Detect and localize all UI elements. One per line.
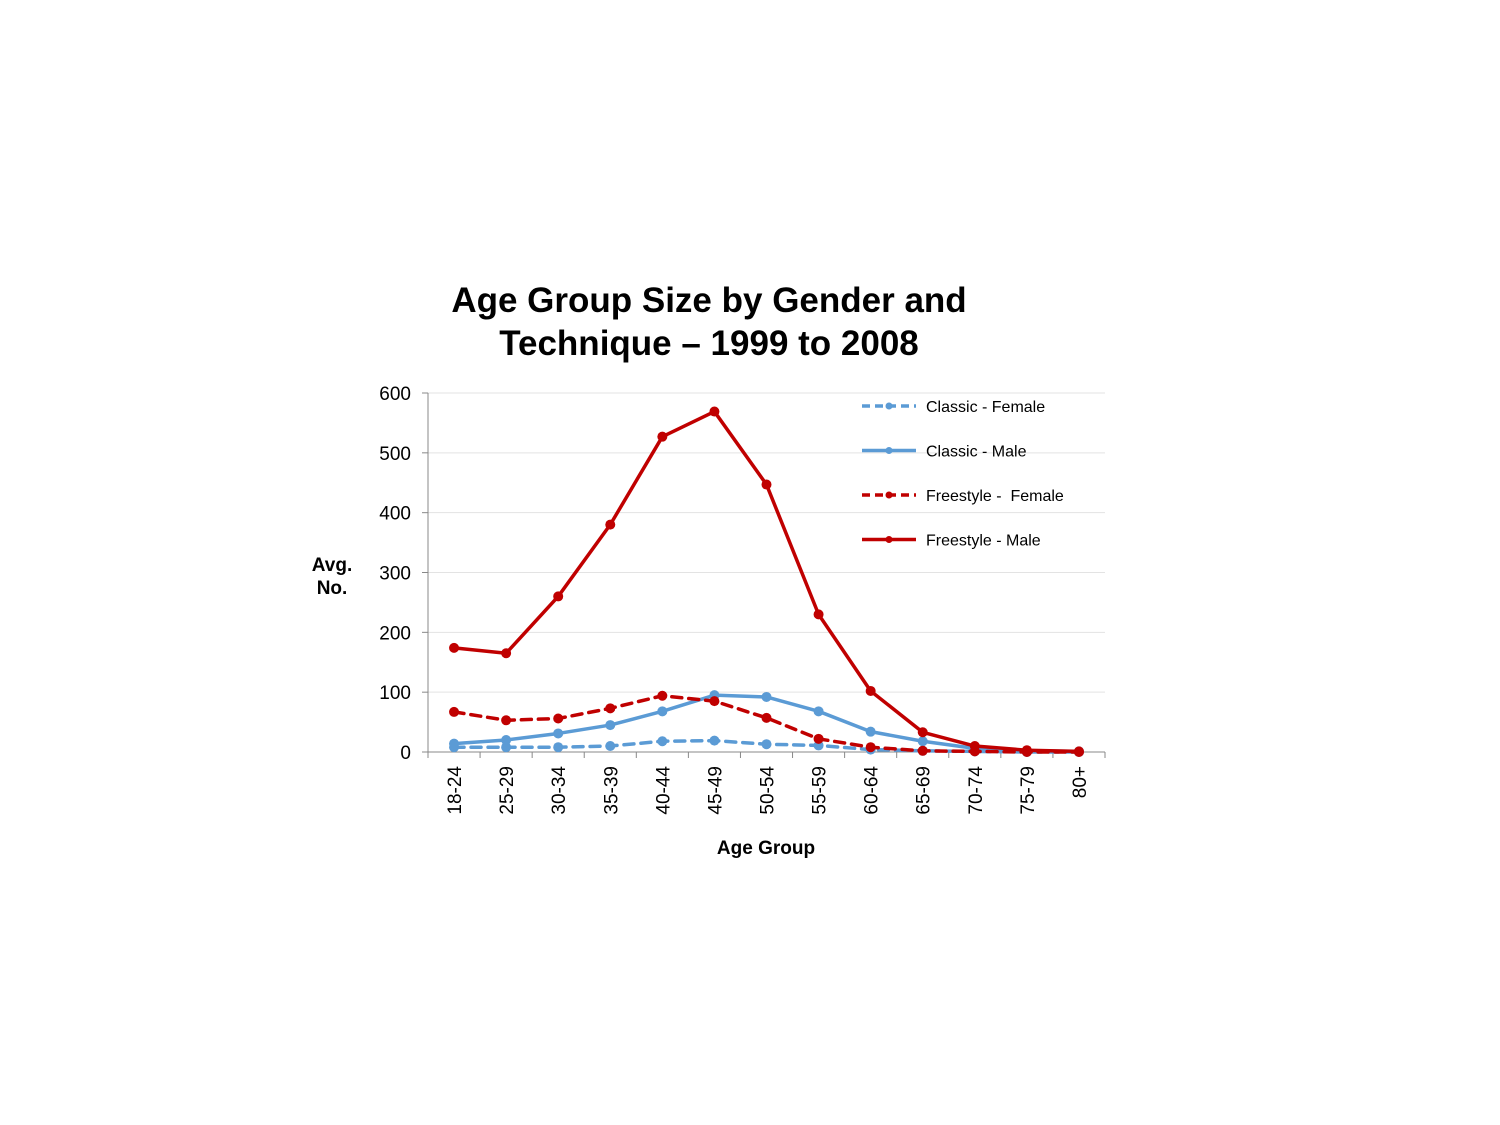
legend-marker	[885, 447, 893, 454]
y-tick-label: 400	[379, 504, 411, 525]
data-point	[865, 726, 876, 737]
legend-item: Freestyle - Male	[862, 533, 1041, 550]
data-point	[657, 431, 668, 442]
x-tick-label: 75-79	[1018, 766, 1039, 815]
data-point	[501, 742, 512, 753]
data-point	[761, 691, 772, 702]
data-point	[501, 715, 512, 726]
data-point	[1073, 746, 1084, 757]
gridlines	[428, 392, 1105, 693]
x-tick-label: 60-64	[862, 766, 883, 815]
legend-label: Freestyle - Female	[926, 488, 1064, 505]
data-point	[449, 738, 460, 749]
data-point	[761, 712, 772, 723]
data-point	[501, 648, 512, 659]
data-point	[553, 742, 564, 753]
legend-item: Classic - Male	[862, 444, 1027, 461]
chart-title-line-2: Technique – 1999 to 2008	[499, 324, 919, 363]
data-point	[709, 406, 720, 417]
data-point	[605, 703, 616, 714]
legend-item: Classic - Female	[862, 399, 1045, 416]
data-point	[709, 696, 720, 707]
x-tick-label: 55-59	[810, 766, 831, 815]
series-group	[449, 406, 1084, 757]
chart-title-line-1: Age Group Size by Gender and	[451, 281, 967, 320]
legend-marker	[885, 536, 893, 543]
x-tick-label: 30-34	[549, 766, 570, 815]
data-point	[553, 713, 564, 724]
x-tick-label: 25-29	[497, 766, 518, 815]
data-point	[709, 735, 720, 746]
x-tick-label: 35-39	[601, 766, 622, 815]
data-point	[1021, 745, 1032, 756]
legend-marker	[885, 402, 893, 410]
data-point	[657, 690, 668, 701]
legend-label: Freestyle - Male	[926, 533, 1041, 550]
data-point	[449, 642, 460, 653]
data-point	[969, 741, 980, 752]
data-point	[657, 736, 668, 747]
y-tick-label: 600	[379, 384, 411, 405]
y-tick-label: 100	[379, 683, 411, 704]
y-tick-label: 0	[400, 743, 411, 764]
x-tick-label: 65-69	[914, 766, 935, 815]
y-axis-label-line-2: No.	[316, 578, 348, 599]
data-point	[553, 591, 564, 602]
legend-item: Freestyle - Female	[862, 488, 1064, 505]
x-axis-label: Age Group	[716, 838, 816, 859]
data-point	[605, 720, 616, 731]
y-axis-label: Avg. No.	[300, 554, 364, 600]
data-point	[761, 739, 772, 750]
legend-label: Classic - Female	[926, 399, 1045, 416]
series-3	[449, 406, 1084, 757]
y-tick-label: 300	[379, 564, 411, 585]
chart-title: Age Group Size by Gender and Technique –…	[409, 279, 1009, 365]
data-point	[553, 728, 564, 739]
y-axis-label-line-1: Avg.	[311, 555, 353, 576]
data-point	[813, 609, 824, 620]
data-point	[657, 706, 668, 717]
data-point	[917, 745, 928, 756]
x-tick-label: 40-44	[653, 766, 674, 815]
data-point	[761, 479, 772, 490]
x-tick-label: 80+	[1070, 766, 1091, 798]
data-point	[501, 735, 512, 746]
x-tick-label: 70-74	[966, 766, 987, 815]
legend: Classic - Female Classic - Male Freestyle …	[862, 399, 1064, 550]
y-tick-label: 500	[379, 444, 411, 465]
y-tick-labels: 0 100 200 300 400 500 600	[379, 384, 428, 764]
data-point	[813, 733, 824, 744]
data-point	[865, 742, 876, 753]
data-point	[605, 741, 616, 752]
data-point	[917, 727, 928, 738]
x-tick-labels: 18-24 25-29 30-34 35-39 40-44 45-49 50-54 55-59…	[427, 752, 1106, 815]
x-tick-label: 50-54	[758, 766, 779, 815]
x-tick-label: 18-24	[445, 766, 466, 815]
data-point	[813, 706, 824, 717]
data-point	[605, 519, 616, 530]
data-point	[865, 685, 876, 696]
legend-marker	[885, 491, 893, 499]
data-point	[449, 706, 460, 717]
legend-label: Classic - Male	[926, 444, 1027, 461]
x-tick-label: 45-49	[705, 766, 726, 815]
y-tick-label: 200	[379, 623, 411, 644]
data-point	[917, 736, 928, 747]
